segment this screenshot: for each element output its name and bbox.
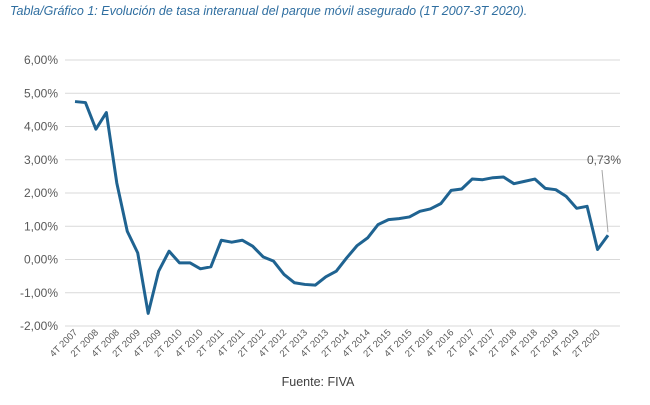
y-tick-label: 4,00% [24, 120, 58, 134]
y-tick-label: 1,00% [24, 219, 58, 233]
data-label: 0,73% [587, 153, 621, 167]
y-tick-label: 0,00% [24, 253, 58, 267]
annotation-leader [601, 169, 609, 233]
source-note: Fuente: FIVA [282, 375, 355, 389]
data-line [74, 100, 610, 315]
y-tick-label: 2,00% [24, 186, 58, 200]
y-tick-label: 5,00% [24, 86, 58, 100]
y-tick-label: 6,00% [24, 53, 58, 67]
chart-title: Tabla/Gráfico 1: Evolución de tasa inter… [10, 4, 527, 18]
y-tick-label: -1,00% [20, 286, 58, 300]
y-tick-label: -2,00% [20, 319, 58, 333]
y-tick-label: 3,00% [24, 153, 58, 167]
